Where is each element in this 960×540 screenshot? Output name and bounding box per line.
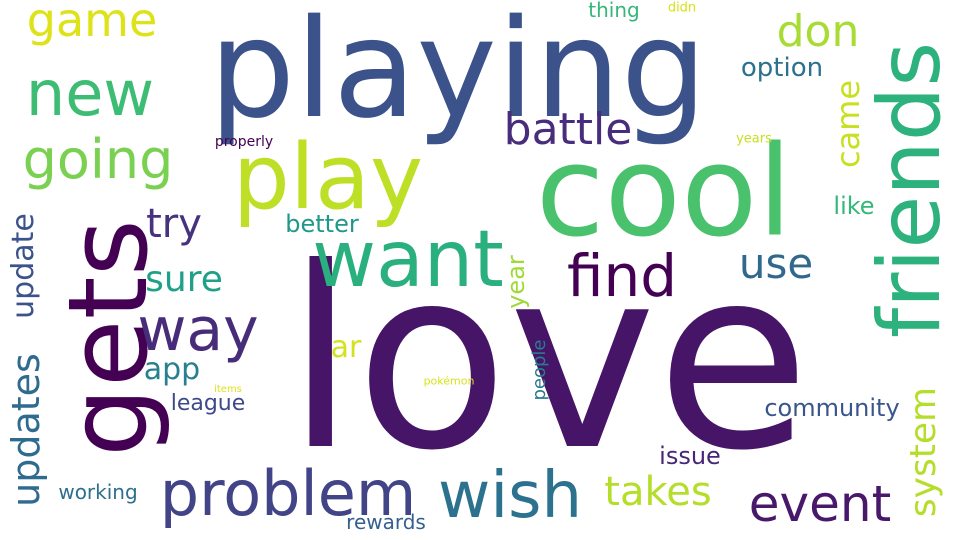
word-new: new [25, 57, 155, 130]
word-game: game [26, 0, 158, 47]
word-sure: sure [145, 259, 223, 300]
word-came: came [829, 79, 867, 169]
word-way: way [137, 295, 259, 365]
word-community: community [764, 394, 900, 422]
word-ar: ar [330, 330, 362, 365]
word-don: don [776, 6, 860, 57]
word-cool: cool [535, 119, 793, 265]
word-issue: issue [659, 442, 721, 470]
word-option: option [740, 53, 824, 83]
word-app: app [143, 352, 201, 387]
word-thing: thing [588, 0, 640, 22]
word-properly: properly [214, 134, 274, 150]
word-play: play [232, 125, 424, 230]
word-wish: wish [437, 459, 583, 533]
word-years: years [736, 131, 772, 147]
word-updates: updates [4, 353, 48, 507]
word-want: want [312, 215, 504, 305]
word-people: people [529, 339, 550, 401]
word-battle: battle [503, 104, 633, 155]
word-pok-mon: pokémon [423, 374, 475, 388]
word-year: year [502, 255, 530, 309]
word-working: working [58, 480, 138, 504]
word-didn: didn [667, 0, 697, 16]
word-system: system [903, 386, 944, 518]
word-items: items [214, 384, 242, 395]
word-league: league [170, 391, 246, 416]
word-like: like [833, 192, 875, 220]
word-friends: friends [860, 41, 960, 339]
word-try: try [146, 201, 202, 247]
word-problem: problem [159, 457, 417, 530]
word-going: going [22, 128, 174, 191]
word-use: use [738, 239, 814, 288]
word-update: update [6, 213, 41, 319]
word-takes: takes [604, 469, 712, 515]
word-better: better [285, 210, 359, 238]
word-event: event [748, 475, 892, 533]
word-playing: playing [208, 0, 708, 149]
word-rewards: rewards [346, 510, 426, 534]
word-find: find [566, 242, 678, 310]
word-love: love [285, 214, 811, 505]
